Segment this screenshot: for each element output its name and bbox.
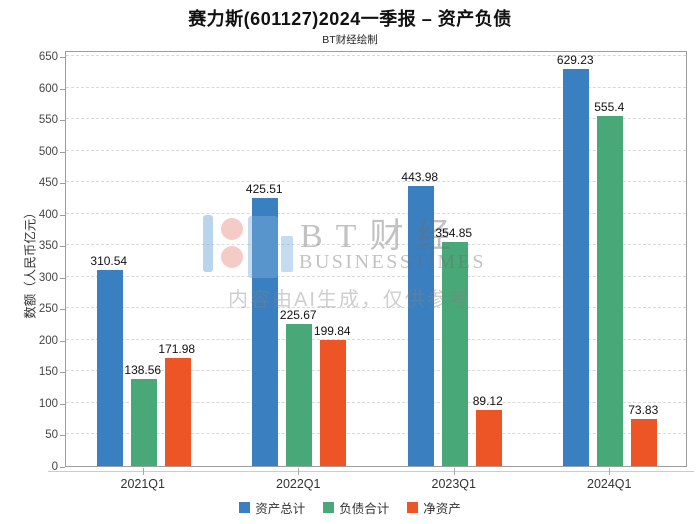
legend-marker xyxy=(323,502,335,513)
y-tick-mark xyxy=(60,120,65,122)
bar-value-label: 310.54 xyxy=(90,254,128,269)
bar-value-label: 89.12 xyxy=(472,393,503,408)
bar-value-label: 73.83 xyxy=(628,403,659,418)
y-tick-label: 450 xyxy=(38,177,58,190)
bar-value-label: 555.4 xyxy=(594,99,625,114)
grid-line xyxy=(66,181,686,183)
legend-label: 负债合计 xyxy=(339,502,390,516)
bar-value-label: 443.98 xyxy=(401,169,439,184)
y-tick-mark xyxy=(60,467,65,468)
grid-line xyxy=(66,401,686,403)
y-tick-mark xyxy=(60,309,65,311)
legend-marker xyxy=(239,502,251,513)
bar-净资产-2022Q1 xyxy=(320,339,347,466)
y-tick-mark xyxy=(60,372,65,374)
plot-area xyxy=(65,51,687,467)
bar-value-label: 225.67 xyxy=(279,307,317,322)
grid-line xyxy=(66,244,686,246)
y-tick-label: 500 xyxy=(38,145,58,158)
chart-subtitle: BT财经绘制 xyxy=(322,34,378,46)
y-tick-label: 600 xyxy=(38,82,58,95)
x-tick-mark xyxy=(609,468,611,475)
bar-资产总计-2021Q1 xyxy=(96,270,123,466)
y-tick-label: 650 xyxy=(38,51,58,63)
grid-line xyxy=(66,433,686,435)
bar-资产总计-2023Q1 xyxy=(407,185,434,466)
y-tick-mark xyxy=(60,214,65,216)
y-tick-mark xyxy=(60,340,65,342)
y-tick-label: 150 xyxy=(38,366,58,379)
grid-line xyxy=(66,338,686,340)
y-tick-label: 50 xyxy=(45,429,58,442)
legend: 资产总计 负债合计 净资产 xyxy=(0,498,700,517)
y-tick-label: 200 xyxy=(38,334,58,347)
y-tick-mark xyxy=(60,277,65,279)
x-tick-label: 2023Q1 xyxy=(431,477,476,491)
x-tick-label: 2021Q1 xyxy=(120,477,165,491)
bar-value-label: 354.85 xyxy=(435,226,473,241)
bar-value-label: 138.56 xyxy=(124,362,162,377)
y-tick-mark xyxy=(60,151,65,153)
grid-line xyxy=(66,370,686,372)
bar-负债合计-2022Q1 xyxy=(286,323,313,466)
grid-line xyxy=(66,118,686,120)
legend-item-资产总计: 资产总计 xyxy=(239,498,305,517)
bar-负债合计-2021Q1 xyxy=(130,378,157,466)
y-axis-title: 数额（人民币亿元） xyxy=(23,206,38,319)
grid-line xyxy=(66,275,686,277)
y-tick-label: 350 xyxy=(38,240,58,253)
bar-value-label: 425.51 xyxy=(245,181,283,196)
bar-净资产-2024Q1 xyxy=(631,419,658,466)
y-tick-mark xyxy=(60,57,65,58)
bar-value-label: 629.23 xyxy=(556,53,594,68)
grid-line xyxy=(66,307,686,309)
x-axis-line xyxy=(48,471,694,472)
legend-label: 净资产 xyxy=(423,502,461,516)
bar-负债合计-2023Q1 xyxy=(441,242,468,466)
bar-资产总计-2024Q1 xyxy=(563,69,590,466)
y-tick-mark xyxy=(60,403,65,405)
y-tick-mark xyxy=(60,246,65,248)
bar-净资产-2021Q1 xyxy=(164,357,191,466)
grid-line xyxy=(66,55,686,56)
y-tick-label: 100 xyxy=(38,397,58,410)
y-tick-mark xyxy=(60,435,65,437)
bar-负债合计-2024Q1 xyxy=(597,115,624,466)
bar-资产总计-2022Q1 xyxy=(252,197,279,466)
x-tick-mark xyxy=(298,468,300,475)
y-tick-label: 550 xyxy=(38,114,58,127)
legend-marker xyxy=(407,502,419,513)
y-tick-mark xyxy=(60,88,65,90)
y-tick-label: 300 xyxy=(38,271,58,284)
grid-line xyxy=(66,212,686,214)
y-tick-label: 400 xyxy=(38,208,58,221)
x-tick-label: 2024Q1 xyxy=(587,477,632,491)
y-tick-mark xyxy=(60,183,65,185)
bar-净资产-2023Q1 xyxy=(475,409,502,466)
bar-value-label: 171.98 xyxy=(158,341,196,356)
legend-item-净资产: 净资产 xyxy=(407,498,461,517)
legend-label: 资产总计 xyxy=(255,502,306,516)
x-tick-mark xyxy=(142,468,144,475)
y-tick-label: 0 xyxy=(51,461,58,473)
legend-item-负债合计: 负债合计 xyxy=(323,498,389,517)
chart-title: 赛力斯(601127)2024一季报 – 资产负债 xyxy=(188,9,512,29)
x-tick-mark xyxy=(453,468,455,475)
y-tick-label: 250 xyxy=(38,303,58,316)
x-tick-label: 2022Q1 xyxy=(276,477,321,491)
grid-line xyxy=(66,86,686,88)
grid-line xyxy=(66,149,686,151)
bar-value-label: 199.84 xyxy=(313,323,351,338)
